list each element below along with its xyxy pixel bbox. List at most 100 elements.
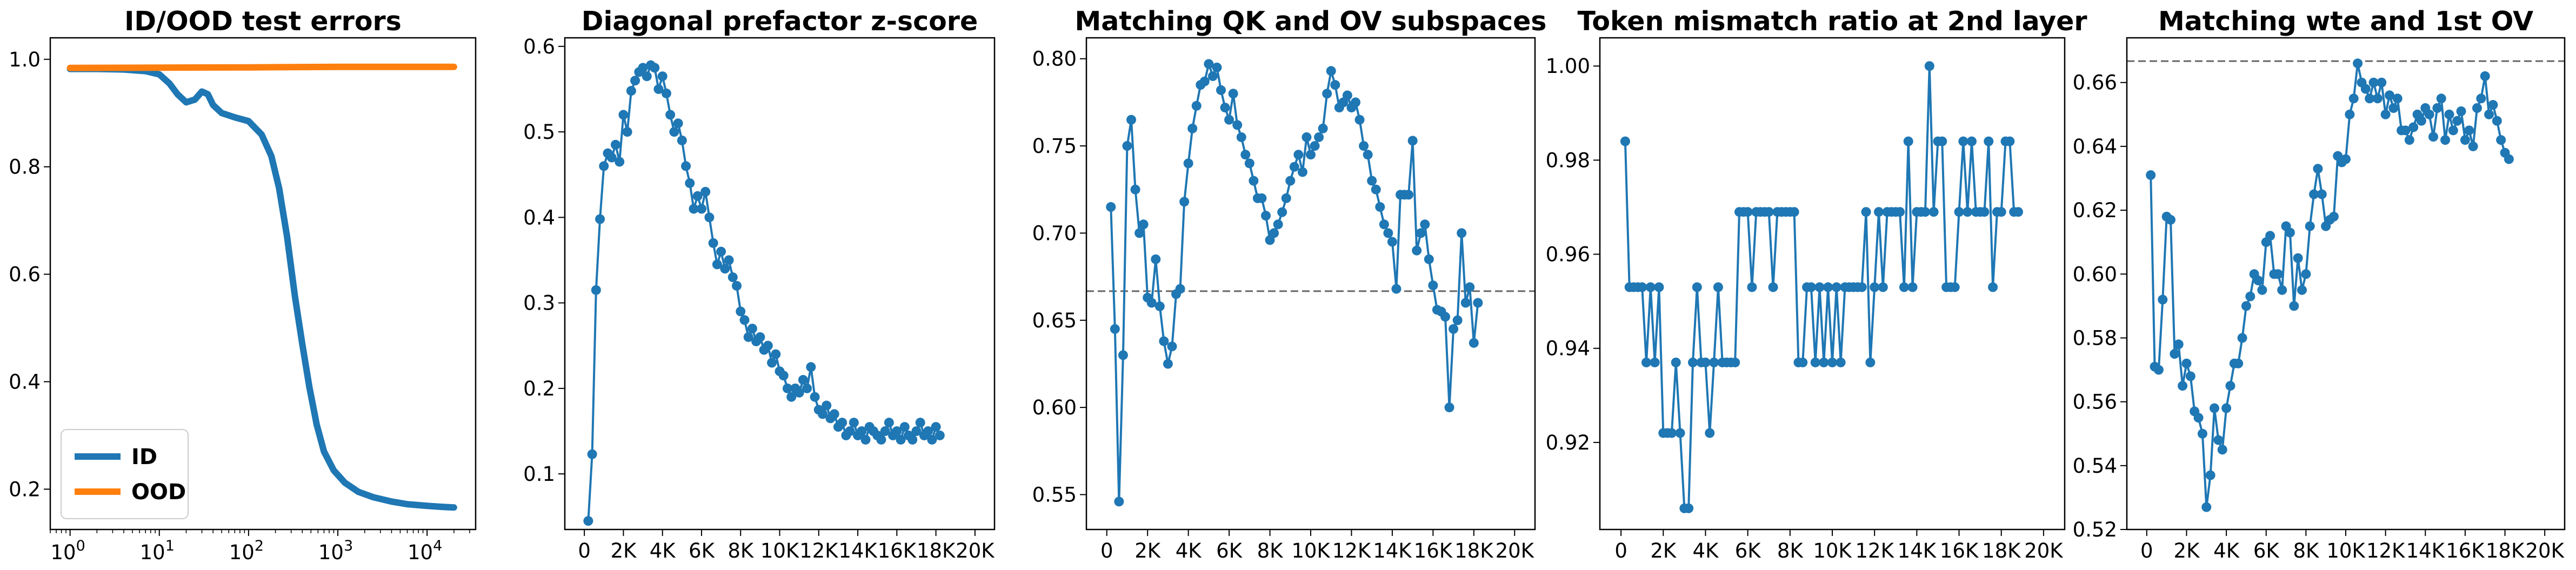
x-tick-label: 6K xyxy=(1216,539,1243,562)
data-point xyxy=(1428,280,1438,291)
x-tick-label: 14K xyxy=(1898,539,1937,562)
y-tick-label: 1.00 xyxy=(1546,55,1590,78)
data-point xyxy=(822,400,832,411)
data-point xyxy=(2309,189,2319,199)
data-point xyxy=(2317,189,2327,199)
x-tick-label: 10K xyxy=(2326,539,2366,562)
data-point xyxy=(1449,324,1459,334)
data-point xyxy=(845,426,855,436)
data-point xyxy=(1730,357,1740,367)
x-tick-label: 20K xyxy=(2024,539,2064,562)
data-point xyxy=(1979,207,1990,217)
data-point xyxy=(1216,85,1226,95)
data-point xyxy=(2365,93,2375,104)
data-point xyxy=(2277,285,2287,295)
data-point xyxy=(2484,109,2494,119)
x-tick-base: 10 xyxy=(318,541,344,564)
data-point xyxy=(2013,207,2023,217)
x-tick-base: 10 xyxy=(408,541,433,564)
data-point xyxy=(2388,103,2399,113)
y-tick-label: 0.62 xyxy=(2073,199,2117,222)
data-point xyxy=(927,434,937,445)
data-point xyxy=(2436,93,2446,104)
data-point xyxy=(802,383,812,393)
data-point xyxy=(915,418,925,428)
data-point xyxy=(798,375,808,385)
data-point xyxy=(763,340,773,351)
x-tick-label: 2K xyxy=(1650,539,1677,562)
data-point xyxy=(728,272,738,283)
plot-frame xyxy=(49,37,477,531)
x-tick-label: 20K xyxy=(2526,539,2565,562)
y-tick-label: 0.58 xyxy=(2073,326,2117,350)
x-tick-label: 6K xyxy=(689,539,716,562)
data-point xyxy=(669,127,679,137)
data-point xyxy=(1236,132,1246,142)
x-tick-exponent: 3 xyxy=(344,538,353,554)
data-point xyxy=(1138,219,1149,230)
data-point xyxy=(1878,282,1888,292)
data-point xyxy=(1954,207,1964,217)
data-point xyxy=(732,280,742,291)
data-point xyxy=(2372,93,2383,104)
data-point xyxy=(696,204,706,214)
data-point xyxy=(1412,245,1422,256)
y-tick-label: 0.64 xyxy=(2073,135,2117,158)
x-tick-label: 14K xyxy=(2406,539,2446,562)
data-point xyxy=(767,358,777,368)
x-tick-label: 101 xyxy=(140,538,175,564)
data-point xyxy=(1163,359,1173,369)
data-point xyxy=(700,186,711,197)
data-point xyxy=(1857,282,1867,292)
y-tick-label: 0.55 xyxy=(1032,483,1077,506)
x-tick-label: 16K xyxy=(1940,539,1979,562)
data-point xyxy=(1645,282,1656,292)
plot-frame xyxy=(564,37,996,531)
data-point xyxy=(1798,357,1808,367)
data-point xyxy=(1187,123,1198,133)
data-point xyxy=(1420,219,1430,230)
data-point xyxy=(591,285,601,295)
x-tick-label: 18K xyxy=(1454,539,1494,562)
data-point xyxy=(2444,109,2454,119)
data-point xyxy=(2380,109,2391,119)
x-tick-label: 6K xyxy=(2253,539,2280,562)
data-point xyxy=(1110,324,1120,334)
data-point xyxy=(857,426,867,436)
data-point xyxy=(1404,190,1414,200)
data-point xyxy=(2245,291,2255,301)
data-point xyxy=(661,88,671,98)
data-point xyxy=(1650,357,1660,367)
data-point xyxy=(618,110,629,120)
x-tick-label: 2K xyxy=(611,539,638,562)
x-tick-label: 14K xyxy=(1373,539,1412,562)
data-point xyxy=(1318,123,1328,133)
data-point xyxy=(1249,176,1259,186)
data-point xyxy=(747,324,757,334)
data-point xyxy=(1114,497,1124,507)
data-point xyxy=(1273,219,1283,230)
data-point xyxy=(1444,403,1454,413)
data-point xyxy=(583,516,593,526)
data-point xyxy=(1277,207,1287,217)
y-tick-label: 0.5 xyxy=(523,120,555,144)
data-point xyxy=(1950,282,1960,292)
data-point xyxy=(1996,207,2006,217)
data-point xyxy=(2181,358,2192,368)
data-point xyxy=(1367,176,1377,186)
data-point xyxy=(1154,301,1165,311)
data-point xyxy=(1379,219,1389,230)
data-point xyxy=(1831,282,1841,292)
data-point xyxy=(2480,71,2490,81)
y-tick-label: 0.52 xyxy=(2073,518,2117,541)
chart-panel-5: Matching wte and 1st OV 0.52 0.54 0.56 0.58 0… xyxy=(2073,6,2566,562)
chart-title: Diagonal prefactor z-score xyxy=(582,6,978,37)
x-tick-label: 104 xyxy=(408,538,442,564)
data-point xyxy=(837,418,847,428)
data-point xyxy=(2205,470,2215,480)
y-tick-label: 0.92 xyxy=(1546,431,1590,454)
data-point xyxy=(2492,116,2502,126)
data-point xyxy=(1692,282,1702,292)
data-point xyxy=(2400,125,2411,136)
data-point xyxy=(1743,207,1753,217)
